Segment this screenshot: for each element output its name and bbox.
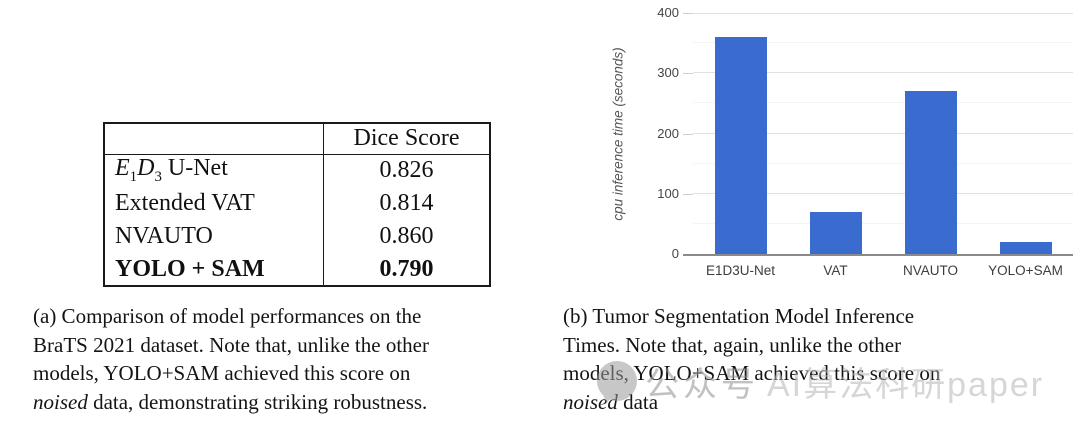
caption-a: (a) Comparison of model performances on … — [33, 302, 548, 416]
bar-YOLO+SAM — [999, 241, 1052, 254]
y-axis-title: cpu inference time (seconds) — [610, 47, 626, 221]
gridline-major-200 — [693, 132, 1073, 134]
caption-a-line: BraTS 2021 dataset. Note that, unlike th… — [33, 332, 429, 357]
caption-a-line: noised data, demonstrating striking robu… — [33, 389, 428, 414]
table-row-extended-vat: Extended VAT 0.814 — [104, 187, 490, 220]
dice-value: 0.826 — [379, 157, 434, 184]
bar-slot-E1D3U-Net — [693, 13, 788, 254]
y-tick-label-300: 300 — [657, 65, 679, 81]
gridline-minor-50 — [693, 222, 1073, 224]
y-tick-mark-400 — [683, 13, 693, 14]
y-tick-label-400: 400 — [657, 5, 679, 20]
caption-b-line: Times. Note that, again, unlike the othe… — [563, 332, 902, 357]
model-label: NVAUTO — [104, 220, 324, 253]
chart-plot-area — [683, 13, 1073, 256]
bar-slot-NVAUTO — [883, 13, 978, 254]
gridline-minor-150 — [693, 162, 1073, 164]
x-axis-label-YOLO+SAM: YOLO+SAM — [988, 263, 1063, 278]
table-header-dice-score: Dice Score — [323, 123, 490, 155]
x-axis-label-E1D3U-Net: E1D3U-Net — [705, 263, 776, 278]
y-tick-mark-300 — [683, 73, 693, 75]
bar-VAT — [809, 211, 862, 254]
gridline-major-100 — [693, 192, 1073, 194]
x-axis-labels: E1D3U-Net VAT NVAUTO YOLO+SAM — [693, 263, 1073, 278]
caption-b: (b) Tumor Segmentation Model Inference T… — [563, 302, 1078, 416]
model-label-e1d3-unet: E1D3 U-Net — [104, 154, 324, 187]
caption-b-line: (b) Tumor Segmentation Model Inference — [563, 304, 915, 328]
gridline-minor-250 — [693, 102, 1073, 104]
x-axis-label-NVAUTO: NVAUTO — [902, 263, 958, 278]
table-header-row: Dice Score — [104, 123, 490, 155]
gridline-major-300 — [693, 72, 1073, 74]
caption-a-line: models, YOLO+SAM achieved this score on — [33, 361, 411, 385]
table-row-yolo-sam: YOLO + SAM 0.790 — [104, 253, 490, 286]
caption-b-line: noised data — [563, 389, 659, 414]
caption-b-line: models, YOLO+SAM achieved this score on — [563, 361, 941, 385]
model-label: YOLO + SAM — [104, 253, 324, 286]
model-label: Extended VAT — [104, 187, 324, 220]
x-axis-label-VAT: VAT — [823, 263, 848, 278]
gridline-minor-350 — [693, 42, 1073, 44]
table-row-nvauto: NVAUTO 0.860 — [104, 220, 490, 253]
bar-slot-YOLO+SAM — [978, 13, 1073, 254]
dice-value: 0.814 — [379, 190, 434, 216]
table-row-e1d3-unet: E1D3 U-Net 0.826 — [104, 154, 490, 187]
y-tick-label-100: 100 — [657, 185, 679, 201]
caption-a-line: (a) Comparison of model performances on … — [33, 304, 422, 328]
inference-time-chart: cpu inference time (seconds) E1D3U-Net VA… — [560, 0, 1080, 300]
y-tick-label-200: 200 — [657, 125, 679, 141]
bar-NVAUTO — [904, 91, 957, 254]
dice-value: 0.860 — [379, 223, 434, 249]
y-tick-label-0: 0 — [671, 246, 679, 261]
dice-value: 0.790 — [379, 255, 434, 282]
y-tick-mark-100 — [683, 193, 693, 195]
gridline-major-400 — [693, 13, 1073, 14]
y-tick-mark-200 — [683, 133, 693, 135]
dice-score-table: Dice Score E1D3 U-Net 0.826 Extended VAT… — [103, 122, 491, 287]
bar-series — [693, 13, 1073, 254]
bar-E1D3U-Net — [714, 37, 767, 254]
bar-slot-VAT — [788, 13, 883, 254]
table-header-empty — [104, 123, 324, 155]
